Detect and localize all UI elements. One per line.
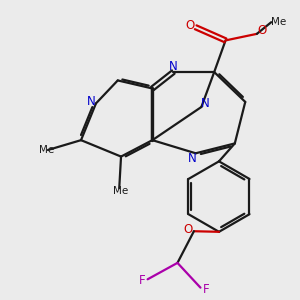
Text: N: N [201, 97, 209, 110]
Text: Me: Me [113, 186, 128, 196]
Text: N: N [188, 152, 197, 165]
Text: N: N [87, 95, 96, 108]
Text: O: O [183, 223, 193, 236]
Text: F: F [202, 283, 209, 296]
Text: Me: Me [271, 17, 286, 27]
Text: F: F [139, 274, 146, 287]
Text: O: O [186, 19, 195, 32]
Text: O: O [258, 24, 267, 38]
Text: N: N [169, 60, 178, 73]
Text: Me: Me [39, 145, 54, 155]
